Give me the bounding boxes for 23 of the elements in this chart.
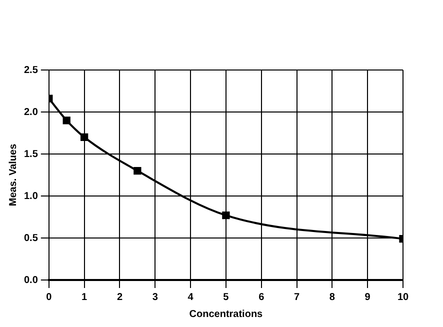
x-tick-label: 6: [258, 292, 265, 303]
y-tick-label: 1.5: [24, 148, 38, 160]
y-tick-label: 2.5: [24, 64, 38, 76]
y-tick-label: 1.0: [24, 190, 38, 202]
y-axis-title: Meas. Values: [8, 143, 19, 206]
y-tick-label: 0.0: [24, 274, 38, 286]
x-tick-label: 4: [188, 292, 194, 303]
x-tick-label: 0: [46, 292, 52, 303]
x-tick-label: 10: [397, 292, 409, 303]
x-tick-label: 7: [294, 292, 300, 303]
x-tick-label: 1: [82, 292, 88, 303]
x-tick-label: 8: [329, 292, 336, 303]
x-axis-title: Concentrations: [189, 308, 264, 320]
point: [222, 211, 230, 220]
x-tick-label: 5: [223, 292, 230, 303]
x-tick-label: 9: [364, 292, 371, 303]
point: [134, 166, 142, 175]
x-tick-label: 3: [152, 292, 158, 303]
point: [80, 133, 88, 142]
x-tick-label: 2: [116, 292, 123, 303]
y-tick-label: 2.0: [24, 106, 38, 118]
point: [62, 116, 70, 124]
y-tick-label: 0.5: [24, 232, 38, 244]
